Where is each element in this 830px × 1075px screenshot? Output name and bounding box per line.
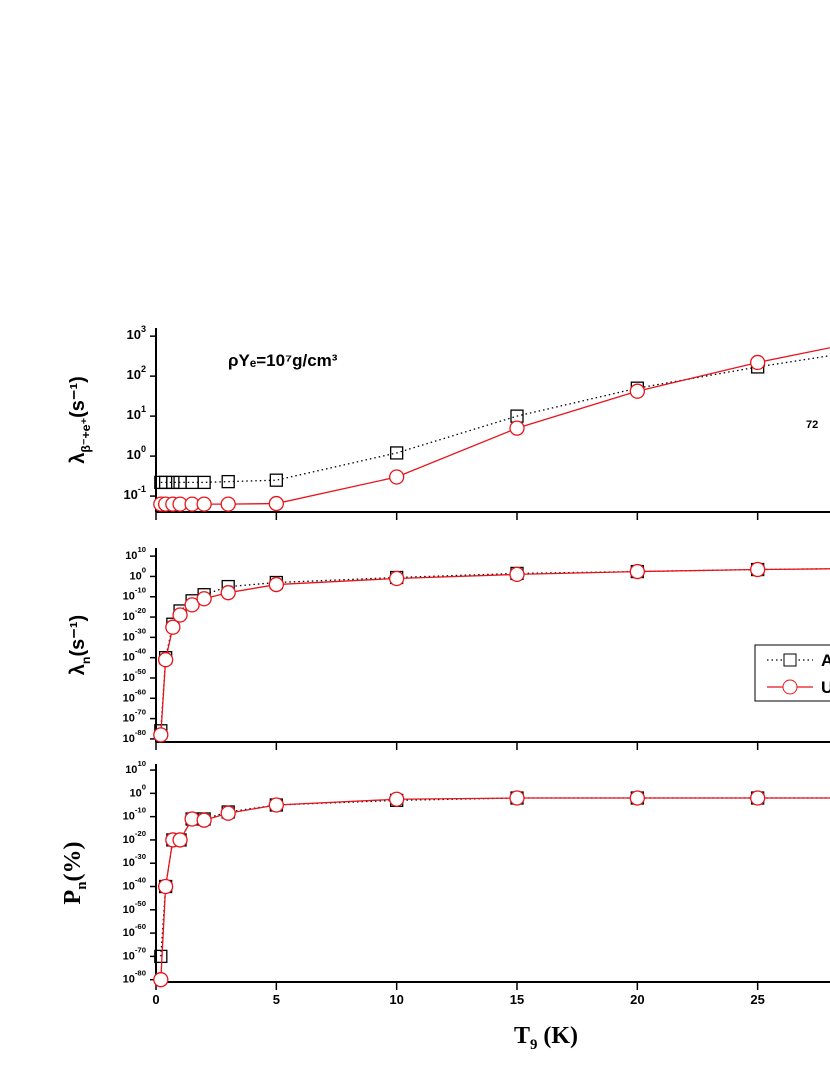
y-tick-label: 10-60 <box>123 687 146 704</box>
legend-label: U <box>821 678 830 697</box>
y-tick-label: 10-10 <box>123 806 146 823</box>
marker <box>509 566 525 583</box>
y-tick-label: 10-30 <box>123 852 146 869</box>
marker <box>750 790 766 806</box>
axis-title-part: λ <box>67 664 89 675</box>
marker <box>220 805 236 821</box>
marker <box>197 475 211 490</box>
y-axis-title: λβ⁻+e⁺(s⁻¹) <box>67 376 93 464</box>
marker <box>158 475 173 490</box>
x-tick-label: 20 <box>630 992 644 1007</box>
legend-marker <box>782 679 798 695</box>
axis-title-part: 9 <box>530 1037 537 1053</box>
y-tick-label: 102 <box>126 365 146 383</box>
legend-marker <box>783 653 797 667</box>
x-tick-label: 15 <box>510 992 524 1007</box>
marker <box>153 972 169 988</box>
legend-label: A <box>821 651 830 670</box>
marker <box>220 496 236 512</box>
marker <box>154 949 168 964</box>
marker <box>269 473 283 487</box>
axis-title-part: P <box>60 890 86 905</box>
y-tick-label: 100 <box>126 445 146 463</box>
marker <box>629 790 645 806</box>
y-tick-label: 10-80 <box>123 969 146 986</box>
marker <box>268 797 284 813</box>
y-tick-label: 101 <box>126 405 146 423</box>
y-tick-label: 10-60 <box>123 922 146 939</box>
marker <box>509 790 525 806</box>
series-line <box>160 568 830 731</box>
y-axis-title: Pn(%) <box>60 842 90 905</box>
y-tick-label: 100 <box>129 565 146 582</box>
marker <box>157 878 174 895</box>
y-tick-label: 100 <box>129 782 146 799</box>
y-tick-label: 10-1 <box>123 484 146 502</box>
axis-title-part: β⁻+e⁺ <box>79 418 93 453</box>
marker <box>153 727 169 743</box>
series-line <box>160 568 830 735</box>
y-tick-label: 10-50 <box>123 667 146 684</box>
axis-title-part: n <box>79 656 93 664</box>
x-tick-label: 5 <box>273 992 280 1007</box>
axis-title-part: T <box>514 1023 530 1049</box>
marker <box>184 597 200 613</box>
axis-title-part: (%) <box>60 842 86 882</box>
axis-title-part: λ <box>67 453 89 464</box>
marker <box>157 652 174 668</box>
y-tick-label: 10-70 <box>123 945 146 962</box>
y-tick-label: 10-20 <box>123 829 146 846</box>
marker <box>509 420 525 436</box>
series-line <box>160 797 830 957</box>
series-line <box>160 797 830 980</box>
marker <box>389 791 405 807</box>
x-axis-title: T9 (K) <box>514 1023 578 1053</box>
marker <box>750 561 766 578</box>
y-tick-label: 1010 <box>125 759 146 776</box>
marker <box>172 832 188 848</box>
marker <box>196 591 212 607</box>
y-tick-label: 10-20 <box>123 606 146 623</box>
marker <box>629 563 645 580</box>
axis-title-part: n <box>74 881 90 890</box>
marker <box>166 475 180 490</box>
annotation: ρYₑ=10⁷g/cm³ <box>228 351 338 370</box>
marker <box>389 570 405 587</box>
marker <box>268 576 284 593</box>
marker <box>268 495 284 512</box>
y-tick-label: 10-40 <box>123 876 146 893</box>
y-tick-label: 10-30 <box>123 626 146 643</box>
y-tick-label: 103 <box>126 325 146 343</box>
y-tick-label: 10-50 <box>123 899 146 916</box>
axis-title-part: (s⁻¹) <box>67 376 89 418</box>
marker <box>629 383 645 399</box>
marker <box>221 474 235 489</box>
y-axis-title: λn(s⁻¹) <box>67 615 93 675</box>
marker <box>390 446 404 460</box>
marker <box>750 354 766 371</box>
y-tick-label: 10-70 <box>123 708 146 725</box>
marker <box>389 469 405 485</box>
marker <box>196 812 212 828</box>
y-tick-label: 10-10 <box>123 586 146 603</box>
axis-title-part: (s⁻¹) <box>67 615 89 657</box>
axis-title-part: (K) <box>537 1023 578 1049</box>
x-tick-label: 10 <box>389 992 403 1007</box>
annotation: 72 <box>806 419 818 431</box>
y-tick-label: 10-40 <box>123 647 146 664</box>
y-tick-label: 10-80 <box>123 728 146 745</box>
marker <box>196 496 212 512</box>
marker <box>165 619 181 635</box>
marker <box>172 607 188 623</box>
y-tick-label: 1010 <box>125 545 146 562</box>
x-tick-label: 25 <box>750 992 764 1007</box>
marker <box>220 585 236 601</box>
x-tick-label: 0 <box>152 992 159 1007</box>
